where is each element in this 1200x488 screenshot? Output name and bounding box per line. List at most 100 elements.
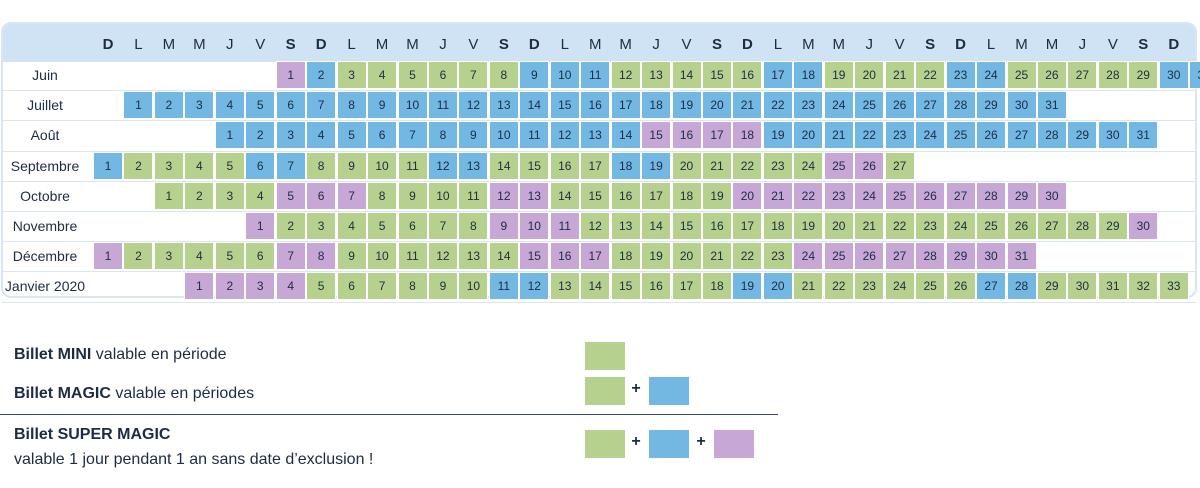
day-cell: 7 bbox=[336, 181, 367, 210]
day-cell: 15 bbox=[671, 212, 702, 240]
weekday-letter: M bbox=[1015, 36, 1028, 53]
day-cell: 25 bbox=[884, 181, 915, 210]
legend-green-swatch bbox=[585, 377, 625, 405]
month-label: Décembre bbox=[12, 248, 78, 265]
day-cell: 1 bbox=[123, 91, 154, 120]
day-cell: 19 bbox=[641, 242, 672, 271]
weekday-letter: J bbox=[226, 36, 234, 53]
day-cell: 13 bbox=[458, 151, 489, 180]
day-cell: 10 bbox=[488, 121, 519, 150]
day-cell: 25 bbox=[854, 91, 885, 120]
row-separator bbox=[2, 120, 1196, 122]
day-cell: 16 bbox=[610, 181, 641, 210]
weekday-letter: L bbox=[986, 36, 996, 53]
day-cell: 28 bbox=[1006, 272, 1037, 301]
day-cell: 19 bbox=[671, 91, 702, 120]
day-cell: 26 bbox=[976, 121, 1007, 150]
day-cell: 21 bbox=[793, 272, 824, 301]
legend-super-desc: valable 1 jour pendant 1 an sans date d’… bbox=[14, 451, 374, 468]
day-cell: 7 bbox=[427, 212, 458, 240]
day-cell: 31 bbox=[1036, 91, 1067, 120]
day-cell: 7 bbox=[275, 151, 306, 180]
day-cell: 16 bbox=[671, 121, 702, 150]
day-cell: 11 bbox=[397, 242, 428, 271]
day-cell: 2 bbox=[123, 242, 154, 271]
day-cell: 2 bbox=[214, 272, 245, 301]
day-cell: 24 bbox=[884, 272, 915, 301]
weekday-letter: D bbox=[955, 36, 967, 53]
day-cell: 25 bbox=[823, 242, 854, 271]
month-label: Juin bbox=[32, 67, 58, 83]
day-cell: 5 bbox=[367, 212, 398, 240]
day-cell: 21 bbox=[702, 151, 732, 180]
day-cell: 1 bbox=[275, 61, 306, 89]
day-cell: 19 bbox=[762, 121, 793, 150]
day-cell: 14 bbox=[610, 121, 641, 150]
day-cell: 17 bbox=[671, 272, 702, 301]
day-cell: 5 bbox=[275, 181, 306, 210]
weekday-letter: M bbox=[1045, 36, 1059, 53]
day-cell: 28 bbox=[976, 181, 1007, 210]
day-cell: 11 bbox=[519, 121, 550, 150]
day-cell: 27 bbox=[1067, 61, 1098, 89]
day-cell: 10 bbox=[519, 212, 550, 240]
plus-sign: + bbox=[631, 433, 641, 450]
day-cell: 28 bbox=[945, 91, 976, 120]
day-cell: 21 bbox=[854, 212, 885, 240]
day-cell: 10 bbox=[458, 272, 489, 301]
day-cell: 17 bbox=[580, 151, 611, 180]
day-cell: 8 bbox=[306, 242, 337, 271]
day-cell: 26 bbox=[854, 151, 885, 180]
day-cell: 14 bbox=[671, 61, 702, 89]
day-cell: 21 bbox=[732, 91, 763, 120]
day-cell: 23 bbox=[823, 181, 854, 210]
day-cell: 29 bbox=[1097, 212, 1128, 240]
day-cell: 9 bbox=[488, 212, 519, 240]
day-cell: 30 bbox=[1158, 61, 1189, 89]
day-cell: 13 bbox=[488, 91, 519, 120]
day-cell: 27 bbox=[945, 181, 976, 210]
day-cell: 13 bbox=[519, 181, 550, 210]
day-cell: 2 bbox=[275, 212, 306, 240]
day-cell: 13 bbox=[610, 212, 641, 240]
day-cell: 11 bbox=[488, 272, 519, 301]
day-cell: 7 bbox=[367, 272, 398, 301]
weekday-letter: S bbox=[498, 36, 509, 53]
weekday-letter: L bbox=[134, 36, 143, 53]
weekday-letter: V bbox=[681, 36, 692, 53]
day-cell: 16 bbox=[702, 212, 732, 240]
month-label: Octobre bbox=[20, 187, 70, 204]
day-cell: 30 bbox=[976, 242, 1007, 271]
day-cell: 6 bbox=[397, 212, 428, 240]
day-cell: 22 bbox=[793, 181, 824, 210]
day-cell: 5 bbox=[336, 121, 367, 150]
legend-super-title: Billet SUPER MAGIC bbox=[14, 426, 171, 443]
day-cell: 3 bbox=[336, 61, 367, 89]
day-cell: 18 bbox=[610, 151, 641, 180]
day-cell: 12 bbox=[488, 181, 519, 210]
day-cell: 27 bbox=[1036, 212, 1067, 240]
day-cell: 8 bbox=[427, 121, 458, 150]
row-separator bbox=[2, 241, 1196, 243]
day-cell: 14 bbox=[549, 181, 580, 210]
weekday-letter: L bbox=[560, 36, 569, 53]
day-cell: 17 bbox=[702, 121, 732, 150]
day-cell: 1 bbox=[153, 181, 184, 210]
legend-blue-swatch bbox=[649, 430, 689, 458]
day-cell: 26 bbox=[945, 272, 976, 301]
day-cell: 18 bbox=[641, 91, 672, 120]
legend-mini-text: Billet MINI valable en période bbox=[14, 346, 227, 364]
day-cell: 9 bbox=[336, 151, 367, 180]
day-cell: 11 bbox=[549, 212, 580, 240]
day-cell: 27 bbox=[884, 242, 915, 271]
day-cell: 15 bbox=[549, 91, 580, 120]
day-cell: 20 bbox=[732, 181, 763, 210]
day-cell: 30 bbox=[1006, 91, 1037, 120]
day-cell: 5 bbox=[214, 242, 245, 271]
weekday-letter: M bbox=[588, 36, 602, 53]
legend-blue-swatch bbox=[649, 377, 689, 405]
day-cell: 18 bbox=[762, 212, 793, 240]
day-cell: 32 bbox=[1128, 272, 1159, 301]
day-cell: 15 bbox=[580, 181, 611, 210]
day-cell: 33 bbox=[1158, 272, 1189, 301]
